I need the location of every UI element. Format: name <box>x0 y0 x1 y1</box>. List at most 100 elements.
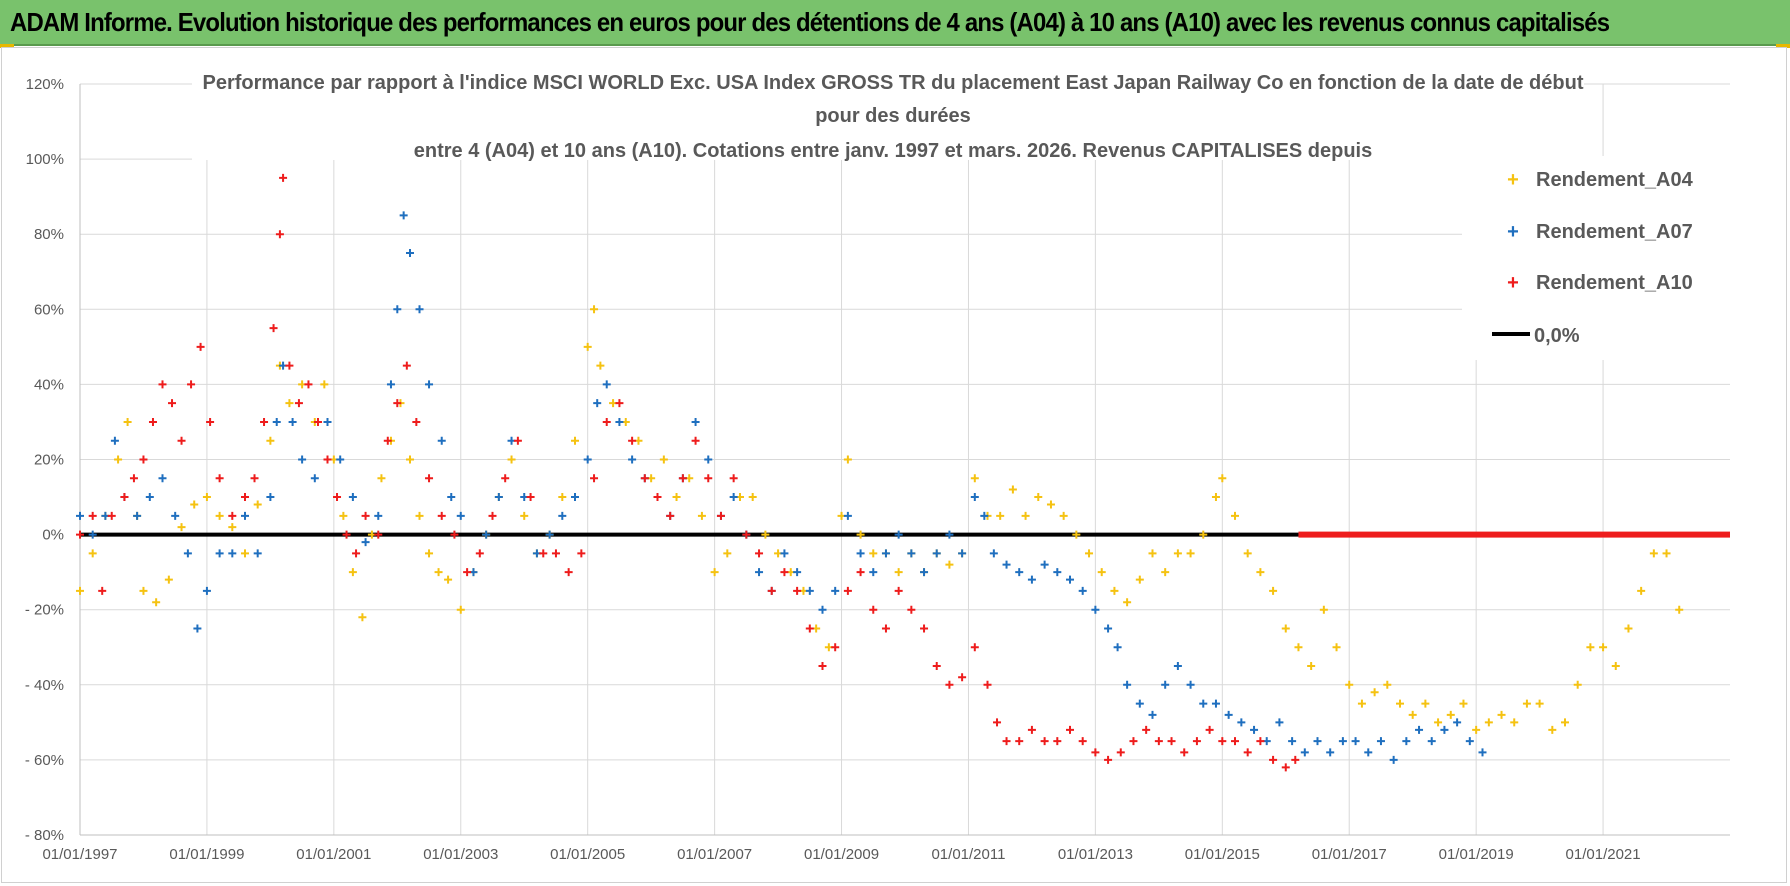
data-point <box>168 399 177 408</box>
data-point <box>1104 624 1113 633</box>
data-point <box>1300 748 1309 757</box>
data-point <box>1338 737 1347 746</box>
data-point <box>202 493 211 502</box>
data-point <box>228 511 237 520</box>
data-point <box>729 493 738 502</box>
data-point <box>856 568 865 577</box>
data-point <box>494 493 503 502</box>
data-point <box>475 549 484 558</box>
data-point <box>183 549 192 558</box>
data-point <box>970 493 979 502</box>
data-point <box>1129 737 1138 746</box>
data-point <box>444 575 453 584</box>
data-point <box>1472 725 1481 734</box>
data-point <box>323 417 332 426</box>
data-point <box>393 305 402 314</box>
data-point <box>1376 737 1385 746</box>
data-point <box>253 500 262 509</box>
data-point <box>1015 568 1024 577</box>
x-tick-label: 01/01/1999 <box>169 846 244 863</box>
data-point <box>1389 755 1398 764</box>
data-point <box>755 549 764 558</box>
data-point <box>272 417 281 426</box>
data-point <box>425 380 434 389</box>
data-point <box>1291 755 1300 764</box>
data-point <box>1008 485 1017 494</box>
data-point <box>187 380 196 389</box>
data-point <box>1307 662 1316 671</box>
corner-accent-left <box>0 44 14 48</box>
data-point <box>920 568 929 577</box>
data-point <box>761 530 770 539</box>
data-point <box>158 474 167 483</box>
data-point <box>983 680 992 689</box>
data-point <box>148 417 157 426</box>
data-point <box>406 455 414 464</box>
data-point <box>767 586 776 595</box>
data-point <box>1522 699 1531 708</box>
data-point <box>358 613 367 622</box>
data-point <box>1066 725 1074 734</box>
data-point <box>107 511 116 520</box>
data-point <box>447 493 456 502</box>
data-point <box>672 493 681 502</box>
y-tick-label: 20% <box>34 452 64 469</box>
series-layer <box>76 173 1684 772</box>
data-point <box>215 549 224 558</box>
data-point <box>1199 699 1208 708</box>
data-point <box>742 530 751 539</box>
data-point <box>818 662 827 671</box>
data-point <box>1370 688 1379 697</box>
data-point <box>152 598 161 607</box>
data-point <box>593 399 602 408</box>
data-point <box>993 718 1002 727</box>
data-point <box>596 361 605 370</box>
data-point <box>1256 568 1265 577</box>
zero-band-layer <box>1298 531 1730 538</box>
y-tick-label: - 80% <box>25 827 64 844</box>
data-point <box>881 624 890 633</box>
data-point <box>551 549 560 558</box>
series-Rendement_A04 <box>76 305 1684 734</box>
data-point <box>1383 680 1392 689</box>
data-point <box>456 605 465 614</box>
data-point <box>932 549 941 558</box>
data-point <box>666 511 675 520</box>
data-point <box>1288 737 1297 746</box>
data-point <box>793 586 802 595</box>
data-point <box>437 511 446 520</box>
data-point <box>348 493 357 502</box>
data-point <box>1396 699 1404 708</box>
y-tick-label: 0% <box>42 527 64 544</box>
data-point <box>164 575 173 584</box>
data-point <box>1243 549 1252 558</box>
data-point <box>545 530 554 539</box>
data-point <box>1484 718 1493 727</box>
data-point <box>970 643 979 652</box>
data-point <box>1053 737 1062 746</box>
data-point <box>456 511 465 520</box>
title-backdrop <box>192 68 1584 160</box>
data-point <box>818 605 827 614</box>
data-point <box>1364 748 1373 757</box>
zero-return-band <box>1298 531 1730 538</box>
data-point <box>1123 680 1132 689</box>
data-point <box>279 173 288 182</box>
data-point <box>1415 725 1424 734</box>
data-point <box>602 380 611 389</box>
data-point <box>1357 699 1366 708</box>
data-point <box>250 474 259 483</box>
data-point <box>945 680 954 689</box>
data-point <box>958 549 967 558</box>
data-point <box>1027 725 1036 734</box>
x-tick-label: 01/01/2009 <box>804 846 879 863</box>
x-tick-label: 01/01/2005 <box>550 846 625 863</box>
data-point <box>1599 643 1608 652</box>
data-point <box>945 530 954 539</box>
data-point <box>1186 680 1195 689</box>
data-point <box>710 568 719 577</box>
x-tick-label: 01/01/2013 <box>1058 846 1133 863</box>
data-point <box>1211 699 1220 708</box>
data-point <box>1104 755 1113 764</box>
